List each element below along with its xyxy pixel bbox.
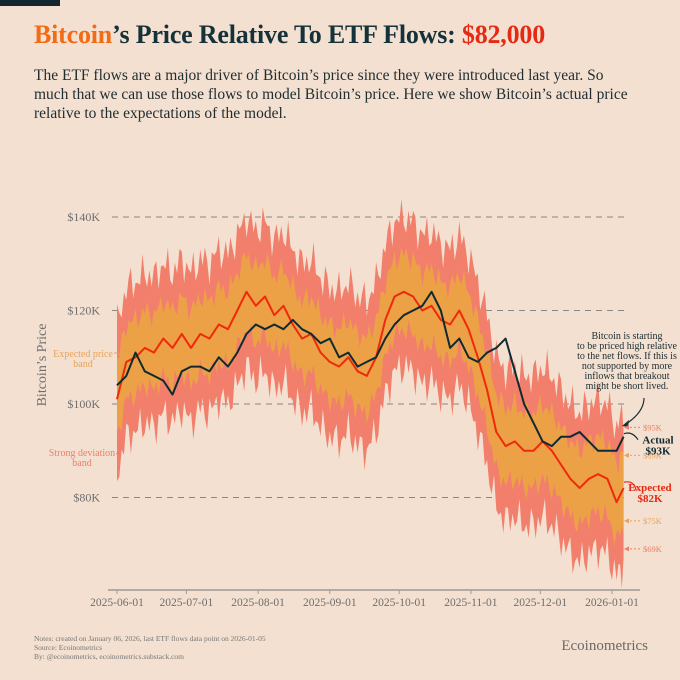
title-main: ’s Price Relative To ETF Flows: xyxy=(112,20,462,49)
deviation-band-label-1: Strong deviation xyxy=(49,448,115,459)
expected-label-arrow xyxy=(623,481,637,491)
callout-line: inflows that breakout xyxy=(585,371,670,382)
x-ticks: 2025-06-01 2025-07-01 2025-08-01 2025-09-01… xyxy=(90,590,639,609)
label-75k: $75K xyxy=(643,516,663,526)
notes-text: Notes: created on January 06, 2026, last… xyxy=(34,634,266,643)
callout-line: might be short lived. xyxy=(586,381,669,392)
right-value-labels: $95K $89K $75K $69K Actual$93K Expected$82K xyxy=(623,422,674,554)
x-tick-label: 2025-08-01 xyxy=(231,597,285,609)
y-axis-label: Bitcoin’s Price xyxy=(35,324,50,407)
x-tick-label: 2025-10-01 xyxy=(372,597,426,609)
bands xyxy=(117,198,624,589)
label-95k: $95K xyxy=(643,422,663,432)
y-tick-label: $120K xyxy=(67,304,100,318)
x-tick-label: 2025-12-01 xyxy=(513,597,567,609)
label-75k-arrowhead xyxy=(624,518,629,524)
expected-label: Expected xyxy=(628,482,671,494)
x-tick-label: 2025-07-01 xyxy=(160,597,214,609)
x-tick-label: 2025-11-01 xyxy=(444,597,497,609)
deviation-band-arrow xyxy=(115,437,125,455)
label-69k: $69K xyxy=(643,544,663,554)
callout-arrowhead xyxy=(622,420,629,427)
byline-text: By: @ecoinometrics, ecoinometrics.substa… xyxy=(34,652,184,661)
page-title: Bitcoin’s Price Relative To ETF Flows: $… xyxy=(34,20,545,50)
brand-logo-text: Ecoinometrics xyxy=(561,638,648,654)
footer-notes: Notes: created on January 06, 2026, last… xyxy=(34,634,266,661)
series-lines xyxy=(116,290,625,504)
callout-arrow xyxy=(625,397,645,425)
title-accent: Bitcoin xyxy=(34,20,113,49)
y-tick-label: $100K xyxy=(67,397,100,411)
label-95k-arrowhead xyxy=(624,424,629,430)
callout-line: to be priced high relative xyxy=(577,341,678,352)
x-tick-label: 2026-01-01 xyxy=(585,597,639,609)
actual-value: $93K xyxy=(645,446,671,458)
x-tick-label: 2025-09-01 xyxy=(303,597,357,609)
label-89k-arrowhead xyxy=(624,452,629,458)
title-price: $82,000 xyxy=(461,20,546,49)
deviation-band-label-2: band xyxy=(72,458,91,469)
actual-price-line xyxy=(116,290,625,452)
callout-line: Bitcoin is starting xyxy=(591,331,662,342)
y-tick-label: $80K xyxy=(73,491,100,505)
top-accent-bar xyxy=(0,0,60,6)
label-69k-arrowhead xyxy=(624,546,629,552)
x-tick-label: 2025-06-01 xyxy=(90,597,144,609)
callout-line: not supported by more xyxy=(582,361,673,372)
actual-label: Actual xyxy=(642,435,673,447)
label-89k: $89K xyxy=(643,450,663,460)
expected-value: $82K xyxy=(637,493,663,505)
actual-label-arrow xyxy=(623,432,639,441)
expected-price-line xyxy=(116,290,625,504)
expected-price-band xyxy=(117,247,624,546)
y-tick-label: $140K xyxy=(67,210,100,224)
expected-band-label-1: Expected price xyxy=(53,349,113,360)
expected-band-arrowhead xyxy=(121,356,125,361)
source-text: Source: Ecoinometrics xyxy=(34,643,103,652)
subtitle: The ETF flows are a major driver of Bitc… xyxy=(34,67,628,122)
callout-line: to the net flows. If this is xyxy=(577,351,677,362)
expected-band-label-2: band xyxy=(73,359,92,370)
